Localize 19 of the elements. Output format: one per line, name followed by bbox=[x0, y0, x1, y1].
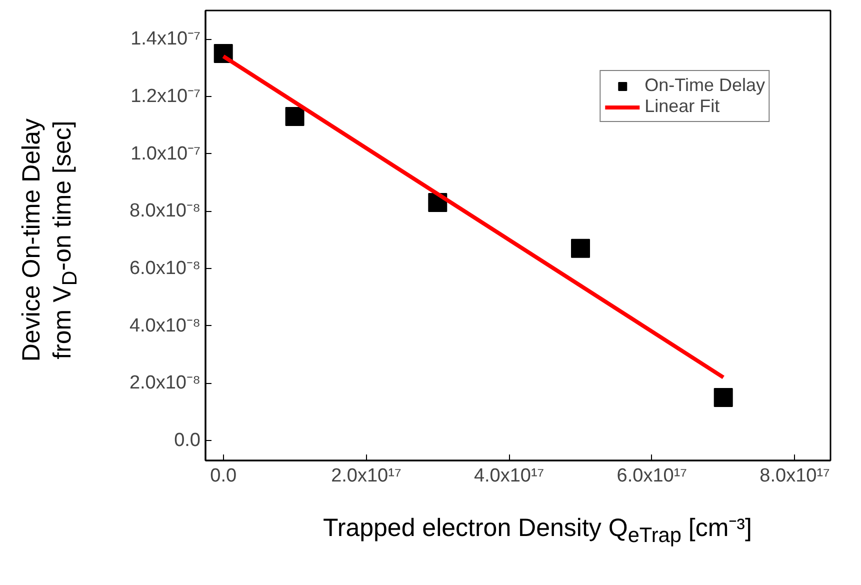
y-tick-label: 8.0x10⁻⁸ bbox=[129, 200, 200, 222]
y-tick-label: 1.2x10⁻⁷ bbox=[130, 86, 201, 107]
y-tick-label: 0.0 bbox=[174, 430, 201, 451]
point bbox=[714, 388, 733, 407]
x-tick-label: 6.0x10¹⁷ bbox=[616, 466, 688, 486]
point bbox=[571, 238, 590, 258]
x-tick-label: 4.0x10¹⁷ bbox=[474, 466, 544, 486]
x-tick-label: 0.0 bbox=[210, 466, 237, 486]
y-tick-label: 4.0x10⁻⁸ bbox=[129, 315, 200, 336]
y-tick-label: 1.0x10⁻⁷ bbox=[130, 143, 201, 164]
legend-label: Linear Fit bbox=[644, 96, 720, 117]
legend-label: On-Time Delay bbox=[644, 75, 765, 96]
y-tick-label: 1.4x10⁻⁷ bbox=[130, 28, 201, 50]
y-tick-label: 6.0x10⁻⁸ bbox=[129, 258, 200, 279]
x-tick-label: 2.0x10¹⁷ bbox=[331, 466, 402, 486]
x-axis-title: Trapped electron Density Q$_{eTrap}$ [cm⁻³] bbox=[322, 513, 753, 549]
point bbox=[285, 107, 304, 126]
y-tick-label: 2.0x10⁻⁸ bbox=[129, 372, 200, 394]
x-tick-label: 8.0x10¹⁷ bbox=[760, 466, 830, 486]
